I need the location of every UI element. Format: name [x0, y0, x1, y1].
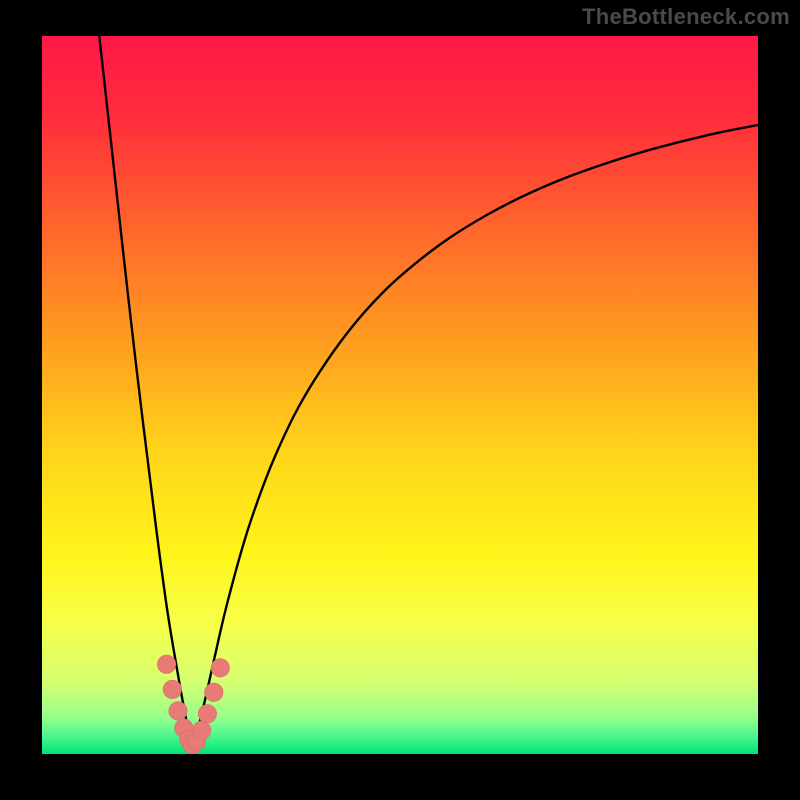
curve-marker [157, 655, 175, 673]
chart-stage: TheBottleneck.com [0, 0, 800, 800]
plot-gradient-background [42, 36, 758, 754]
curve-marker [163, 680, 181, 698]
curve-marker [198, 705, 216, 723]
curve-marker [211, 659, 229, 677]
curve-marker [205, 683, 223, 701]
curve-marker [192, 721, 210, 739]
bottleneck-curve-chart [0, 0, 800, 800]
curve-marker [169, 702, 187, 720]
